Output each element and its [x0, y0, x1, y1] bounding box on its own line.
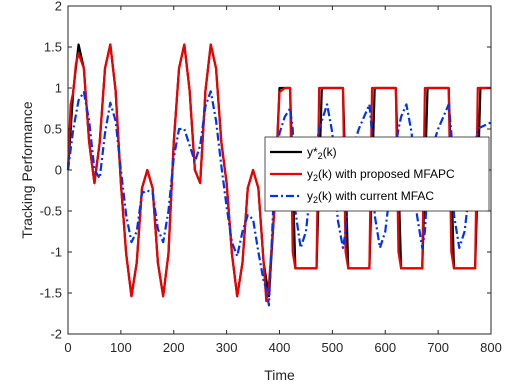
y-tick-label: 0: [55, 163, 62, 178]
y-tick-label: 1.5: [44, 40, 62, 55]
x-tick-label: 600: [374, 340, 396, 355]
y-tick-label: 1: [55, 81, 62, 96]
legend-label-2: y2(k) with proposed MFAPC: [307, 167, 455, 183]
x-tick-label: 200: [163, 340, 185, 355]
y-tick-label: 0.5: [44, 122, 62, 137]
x-tick-label: 800: [480, 340, 502, 355]
legend: y*2(k) y2(k) with proposed MFAPC y2(k) wit…: [264, 136, 490, 212]
y-tick-label: -2: [50, 327, 62, 342]
y-tick-label: -0.5: [40, 204, 62, 219]
x-tick-label: 0: [64, 340, 71, 355]
x-tick-label: 700: [427, 340, 449, 355]
legend-label-3: y2(k) with current MFAC: [307, 189, 434, 205]
x-tick-label: 400: [269, 340, 291, 355]
x-axis-label: Time: [264, 367, 295, 383]
y-axis-label: Tracking Performance: [19, 101, 35, 238]
legend-label-1: y*2(k): [307, 145, 337, 161]
x-tick-label: 500: [322, 340, 344, 355]
y-tick-label: -1.5: [40, 286, 62, 301]
x-tick-label: 300: [216, 340, 238, 355]
y-tick-label: 2: [55, 0, 62, 14]
legend-entries: y*2(k) y2(k) with proposed MFAPC y2(k) wit…: [270, 145, 455, 205]
ticks-layer: 0 100 200 300 400 500 600 700 800 -2 -1.5 -1 -0.5 0 0.…: [40, 0, 502, 355]
y-tick-label: -1: [50, 245, 62, 260]
legend-box: [264, 136, 490, 212]
x-tick-label: 100: [110, 340, 132, 355]
